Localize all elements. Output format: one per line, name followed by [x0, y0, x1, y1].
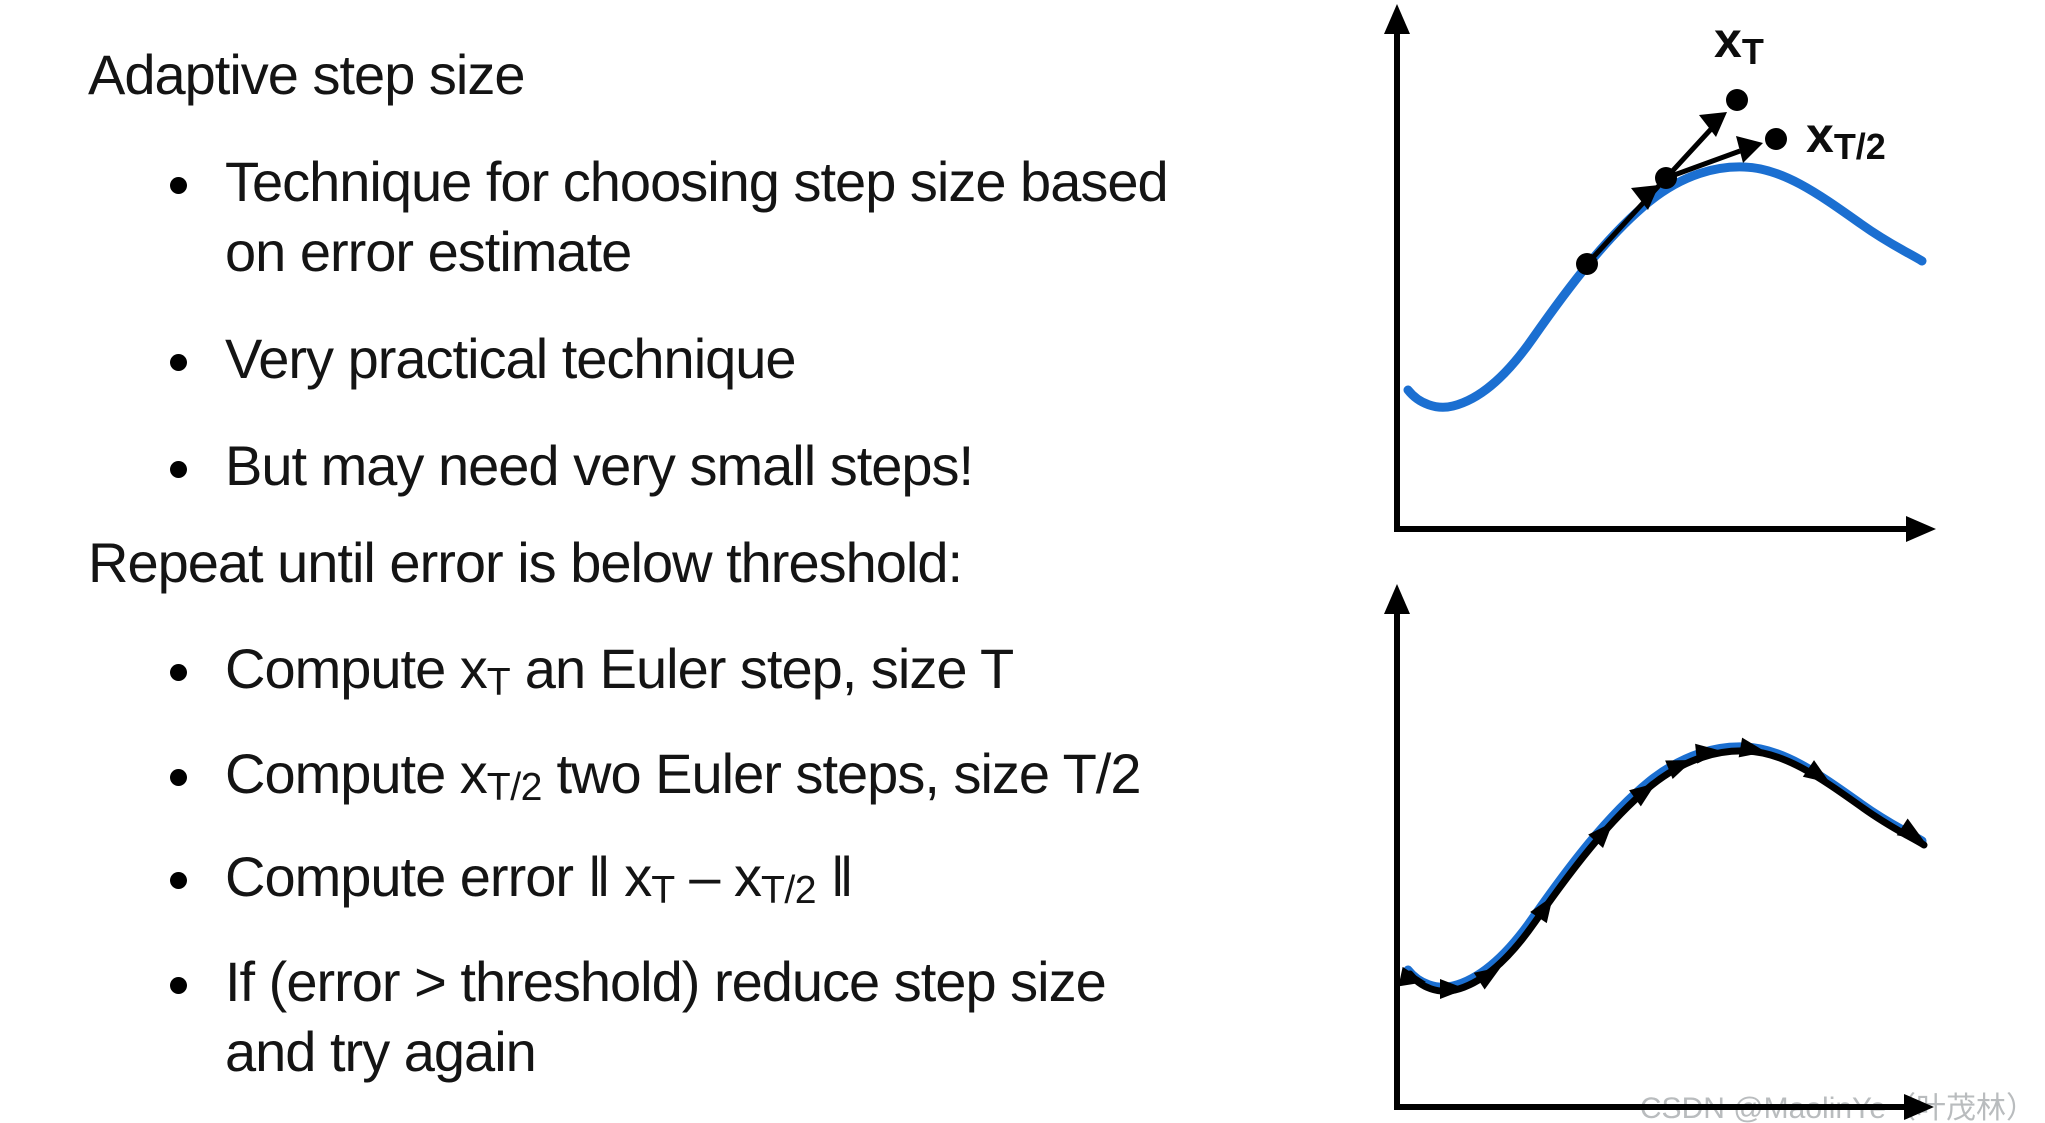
text-segment: Compute x [225, 742, 488, 805]
bullet-item-technique: Technique for choosing step size based on… [168, 147, 1169, 287]
xt-point-dot [1726, 89, 1748, 111]
bullet-item-compute-xt2: Compute xT/2 two Euler steps, size T/2 [168, 739, 1141, 823]
y-axis-arrow-icon [1384, 4, 1410, 34]
half-step2-arrow-icon [1736, 136, 1763, 163]
text-segment: Technique for choosing step size based [225, 150, 1169, 213]
xt2-label-sub: T/2 [1834, 126, 1886, 167]
bullet-dot [170, 177, 187, 194]
solution-curve [1408, 167, 1922, 407]
repeat-heading: Repeat until error is below threshold: [88, 531, 963, 594]
bottom-chart: CSDN @MaolinYe（叶茂林） [1384, 584, 2036, 1123]
euler-step-arrows [1398, 737, 1924, 999]
x-axis-arrow-icon [1904, 1094, 1934, 1120]
text-segment: an Euler step, size T [510, 637, 1014, 700]
euler-step-arrow-icon [1699, 112, 1727, 137]
step-arrow-icon [1695, 743, 1722, 764]
half-step-arrow-icon [1631, 185, 1659, 210]
top-chart: xT xT/2 [1384, 4, 1936, 542]
step-arrow-icon [1738, 737, 1766, 758]
xt-label-sub: T [1742, 31, 1764, 72]
bullet-item-compute-xt: Compute xT an Euler step, size T [168, 634, 1014, 718]
bullet-text: Compute xT/2 two Euler steps, size T/2 [225, 739, 1141, 823]
euler-step-line-half [1665, 148, 1741, 181]
xt-label-base: x [1714, 12, 1742, 68]
bullet-dot [170, 769, 187, 786]
bullet-item-compute-error: Compute error ‖ xT – xT/2 ‖ [168, 842, 854, 926]
bullet-item-reduce-step: If (error > threshold) reduce step size a… [168, 947, 1107, 1087]
text-segment: If (error > threshold) reduce step size [225, 950, 1107, 1013]
text-segment: and try again [225, 1020, 537, 1083]
text-segment: on error estimate [225, 220, 632, 283]
step-arrow-icon [1398, 966, 1426, 987]
text-segment: ‖ [816, 845, 854, 908]
bullet-dot [170, 664, 187, 681]
text-segment: Compute x [225, 637, 488, 700]
subscript-text: T [486, 661, 511, 705]
bullet-text: If (error > threshold) reduce step size a… [225, 947, 1107, 1087]
text-segment: Very practical technique [225, 327, 797, 390]
step-arrow-icon [1530, 896, 1553, 924]
start-point-dot [1576, 253, 1598, 275]
subscript-text: T/2 [486, 766, 543, 810]
bullet-item-small-steps: But may need very small steps! [168, 431, 974, 501]
bullet-text: But may need very small steps! [225, 431, 974, 501]
xt-label: xT [1714, 12, 1764, 72]
bullet-text: Compute error ‖ xT – xT/2 ‖ [225, 842, 854, 926]
step-arrow-icon [1588, 822, 1613, 849]
step-arrow-icon [1473, 967, 1501, 990]
solution-curve [1408, 747, 1922, 987]
euler-steps-path [1410, 751, 1924, 991]
text-segment: Compute error ‖ x [225, 845, 652, 908]
bullet-text: Technique for choosing step size based on… [225, 147, 1169, 287]
y-axis-arrow-icon [1384, 584, 1410, 614]
text-segment: two Euler steps, size T/2 [541, 742, 1141, 805]
step-arrow-icon [1802, 760, 1830, 783]
subscript-text: T/2 [760, 869, 817, 913]
bullet-dot [170, 461, 187, 478]
bullet-text: Compute xT an Euler step, size T [225, 634, 1014, 718]
bullet-dot [170, 872, 187, 889]
mid-point-dot [1655, 167, 1677, 189]
xt2-label-base: x [1806, 107, 1834, 163]
step-arrow-icon [1665, 760, 1693, 780]
step-arrow-icon [1896, 818, 1924, 841]
bullet-dot [170, 977, 187, 994]
step-arrow-icon [1629, 783, 1656, 807]
xt2-point-dot [1765, 128, 1787, 150]
bullet-dot [170, 354, 187, 371]
bullet-item-practical: Very practical technique [168, 324, 797, 394]
bullet-text: Very practical technique [225, 324, 797, 394]
page-title: Adaptive step size [88, 43, 525, 106]
xt2-label: xT/2 [1806, 107, 1886, 167]
text-segment: – x [674, 845, 762, 908]
text-segment: But may need very small steps! [225, 434, 974, 497]
step-arrow-icon [1440, 979, 1466, 999]
x-axis-arrow-icon [1906, 516, 1936, 542]
subscript-text: T [651, 869, 675, 913]
